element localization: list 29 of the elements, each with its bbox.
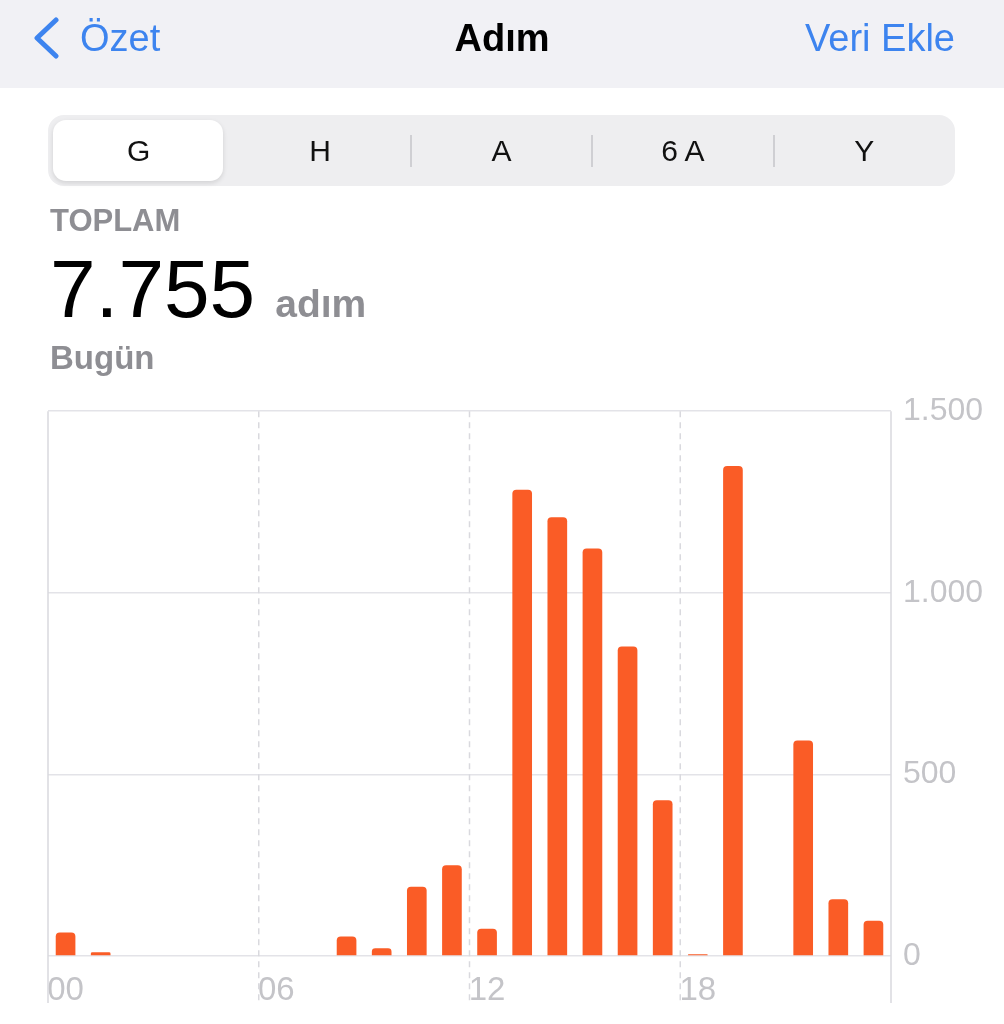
bar bbox=[442, 865, 462, 956]
bar bbox=[406, 886, 427, 956]
x-tick-label: 00 bbox=[47, 969, 84, 1007]
bar bbox=[55, 932, 76, 956]
text: TOPLAM bbox=[50, 203, 181, 238]
bar bbox=[90, 952, 111, 956]
bar bbox=[793, 740, 814, 956]
bar bbox=[336, 936, 357, 956]
bar bbox=[828, 899, 849, 956]
y-tick-label: 1.000 bbox=[903, 572, 984, 609]
bar bbox=[723, 466, 743, 956]
bar bbox=[512, 489, 533, 956]
text: adım bbox=[275, 282, 367, 325]
bar bbox=[863, 920, 884, 956]
text: Bugün bbox=[50, 339, 155, 376]
y-tick-label: 1.500 bbox=[903, 391, 984, 428]
x-tick-label: 18 bbox=[679, 969, 717, 1007]
x-tick-label: 12 bbox=[468, 969, 506, 1007]
bar bbox=[371, 948, 392, 956]
y-tick-label: 500 bbox=[903, 754, 957, 791]
bar bbox=[547, 517, 568, 956]
segmented-control: G H A 6 A Y bbox=[48, 115, 955, 186]
y-tick-label: 0 bbox=[903, 935, 921, 972]
bar bbox=[652, 800, 673, 956]
bar bbox=[477, 928, 497, 956]
x-tick-label: 06 bbox=[257, 969, 295, 1007]
bar bbox=[582, 548, 603, 956]
bar bbox=[617, 646, 638, 956]
text: 7.755 bbox=[50, 243, 256, 334]
